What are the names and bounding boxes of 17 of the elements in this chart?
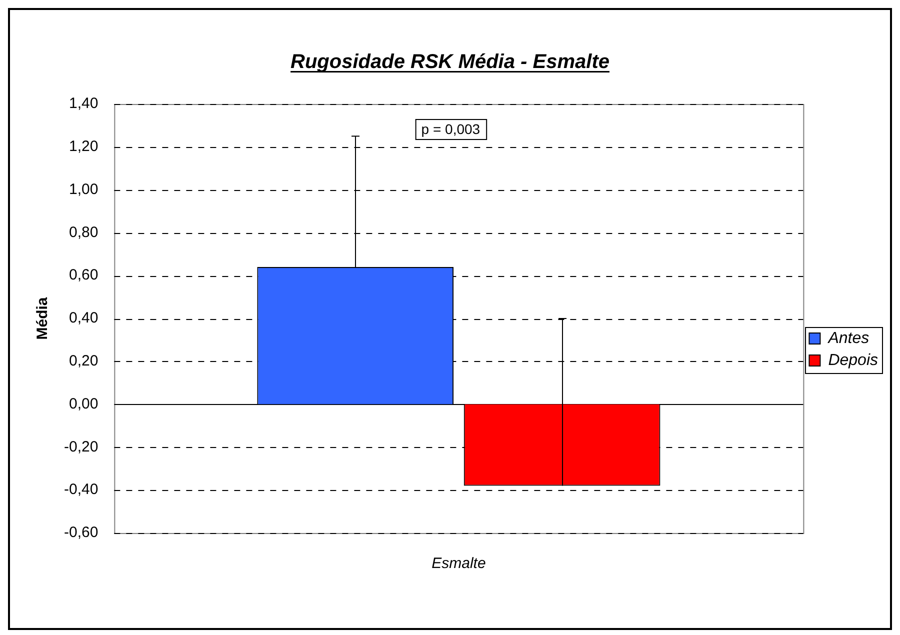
y-tick-label: 0,40 [68,310,98,327]
y-tick-label: 1,00 [68,180,98,198]
x-tick-label: Esmalte [432,555,486,572]
legend-label: Antes [827,330,870,347]
chart-title: Rugosidade RSK Média - Esmalte [290,51,610,73]
y-tick-label: 0,00 [68,395,98,412]
y-tick-label: -0,20 [64,438,98,456]
y-tick-label: 0,80 [68,224,98,241]
y-tick-label: -0,40 [64,481,98,498]
y-tick-label: 0,60 [68,266,98,284]
y-tick-label: 1,20 [68,138,98,156]
y-tick-label: -0,60 [64,524,98,542]
legend-label: Depois [828,352,878,369]
y-tick-label: 1,40 [68,95,98,112]
y-tick-label: 0,20 [68,352,98,370]
y-axis-title: Média [34,296,52,340]
annotation: p = 0,003 [421,120,480,137]
